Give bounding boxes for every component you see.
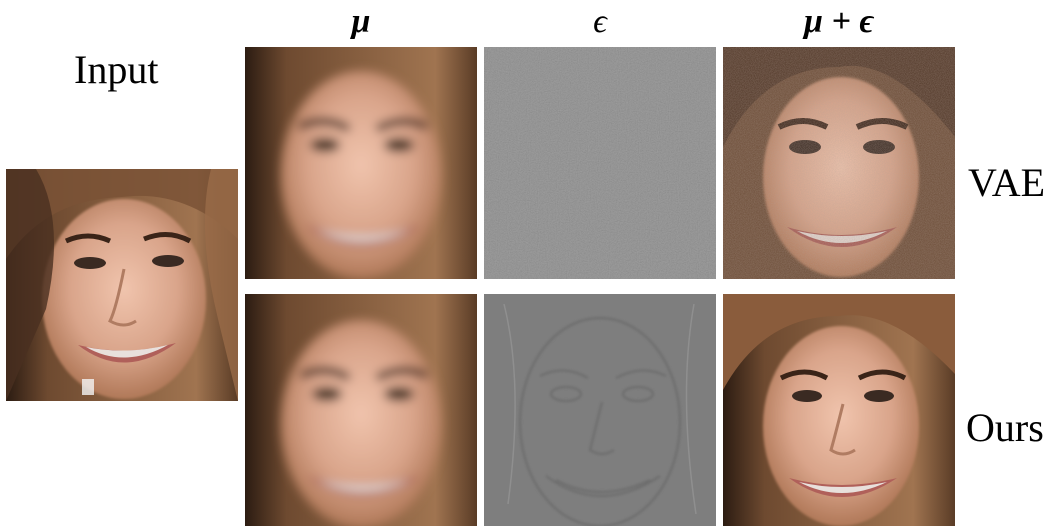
row-label-ours: Ours [966, 405, 1044, 450]
vae-epsilon-svg [484, 47, 716, 279]
row-label-vae: VAE [968, 160, 1046, 205]
ours-mu-plus-epsilon-svg [723, 294, 955, 526]
ours-mu-plus-epsilon-image [723, 294, 955, 526]
ours-mu-image [245, 294, 477, 526]
vae-mu-plus-epsilon-svg [723, 47, 955, 279]
input-face-image [6, 169, 238, 401]
ours-mu-svg [245, 294, 477, 526]
ours-epsilon-image [484, 294, 716, 526]
column-header-mu-plus-epsilon: μ + ϵ [804, 3, 874, 40]
input-face-svg [6, 169, 238, 401]
ours-epsilon-svg [484, 294, 716, 526]
vae-mu-plus-epsilon-image [723, 47, 955, 279]
vae-epsilon-image [484, 47, 716, 279]
column-header-mu: μ [351, 3, 371, 40]
input-label: Input [74, 47, 159, 92]
vae-mu-image [245, 47, 477, 279]
column-header-epsilon: ϵ [593, 3, 607, 40]
vae-mu-svg [245, 47, 477, 279]
